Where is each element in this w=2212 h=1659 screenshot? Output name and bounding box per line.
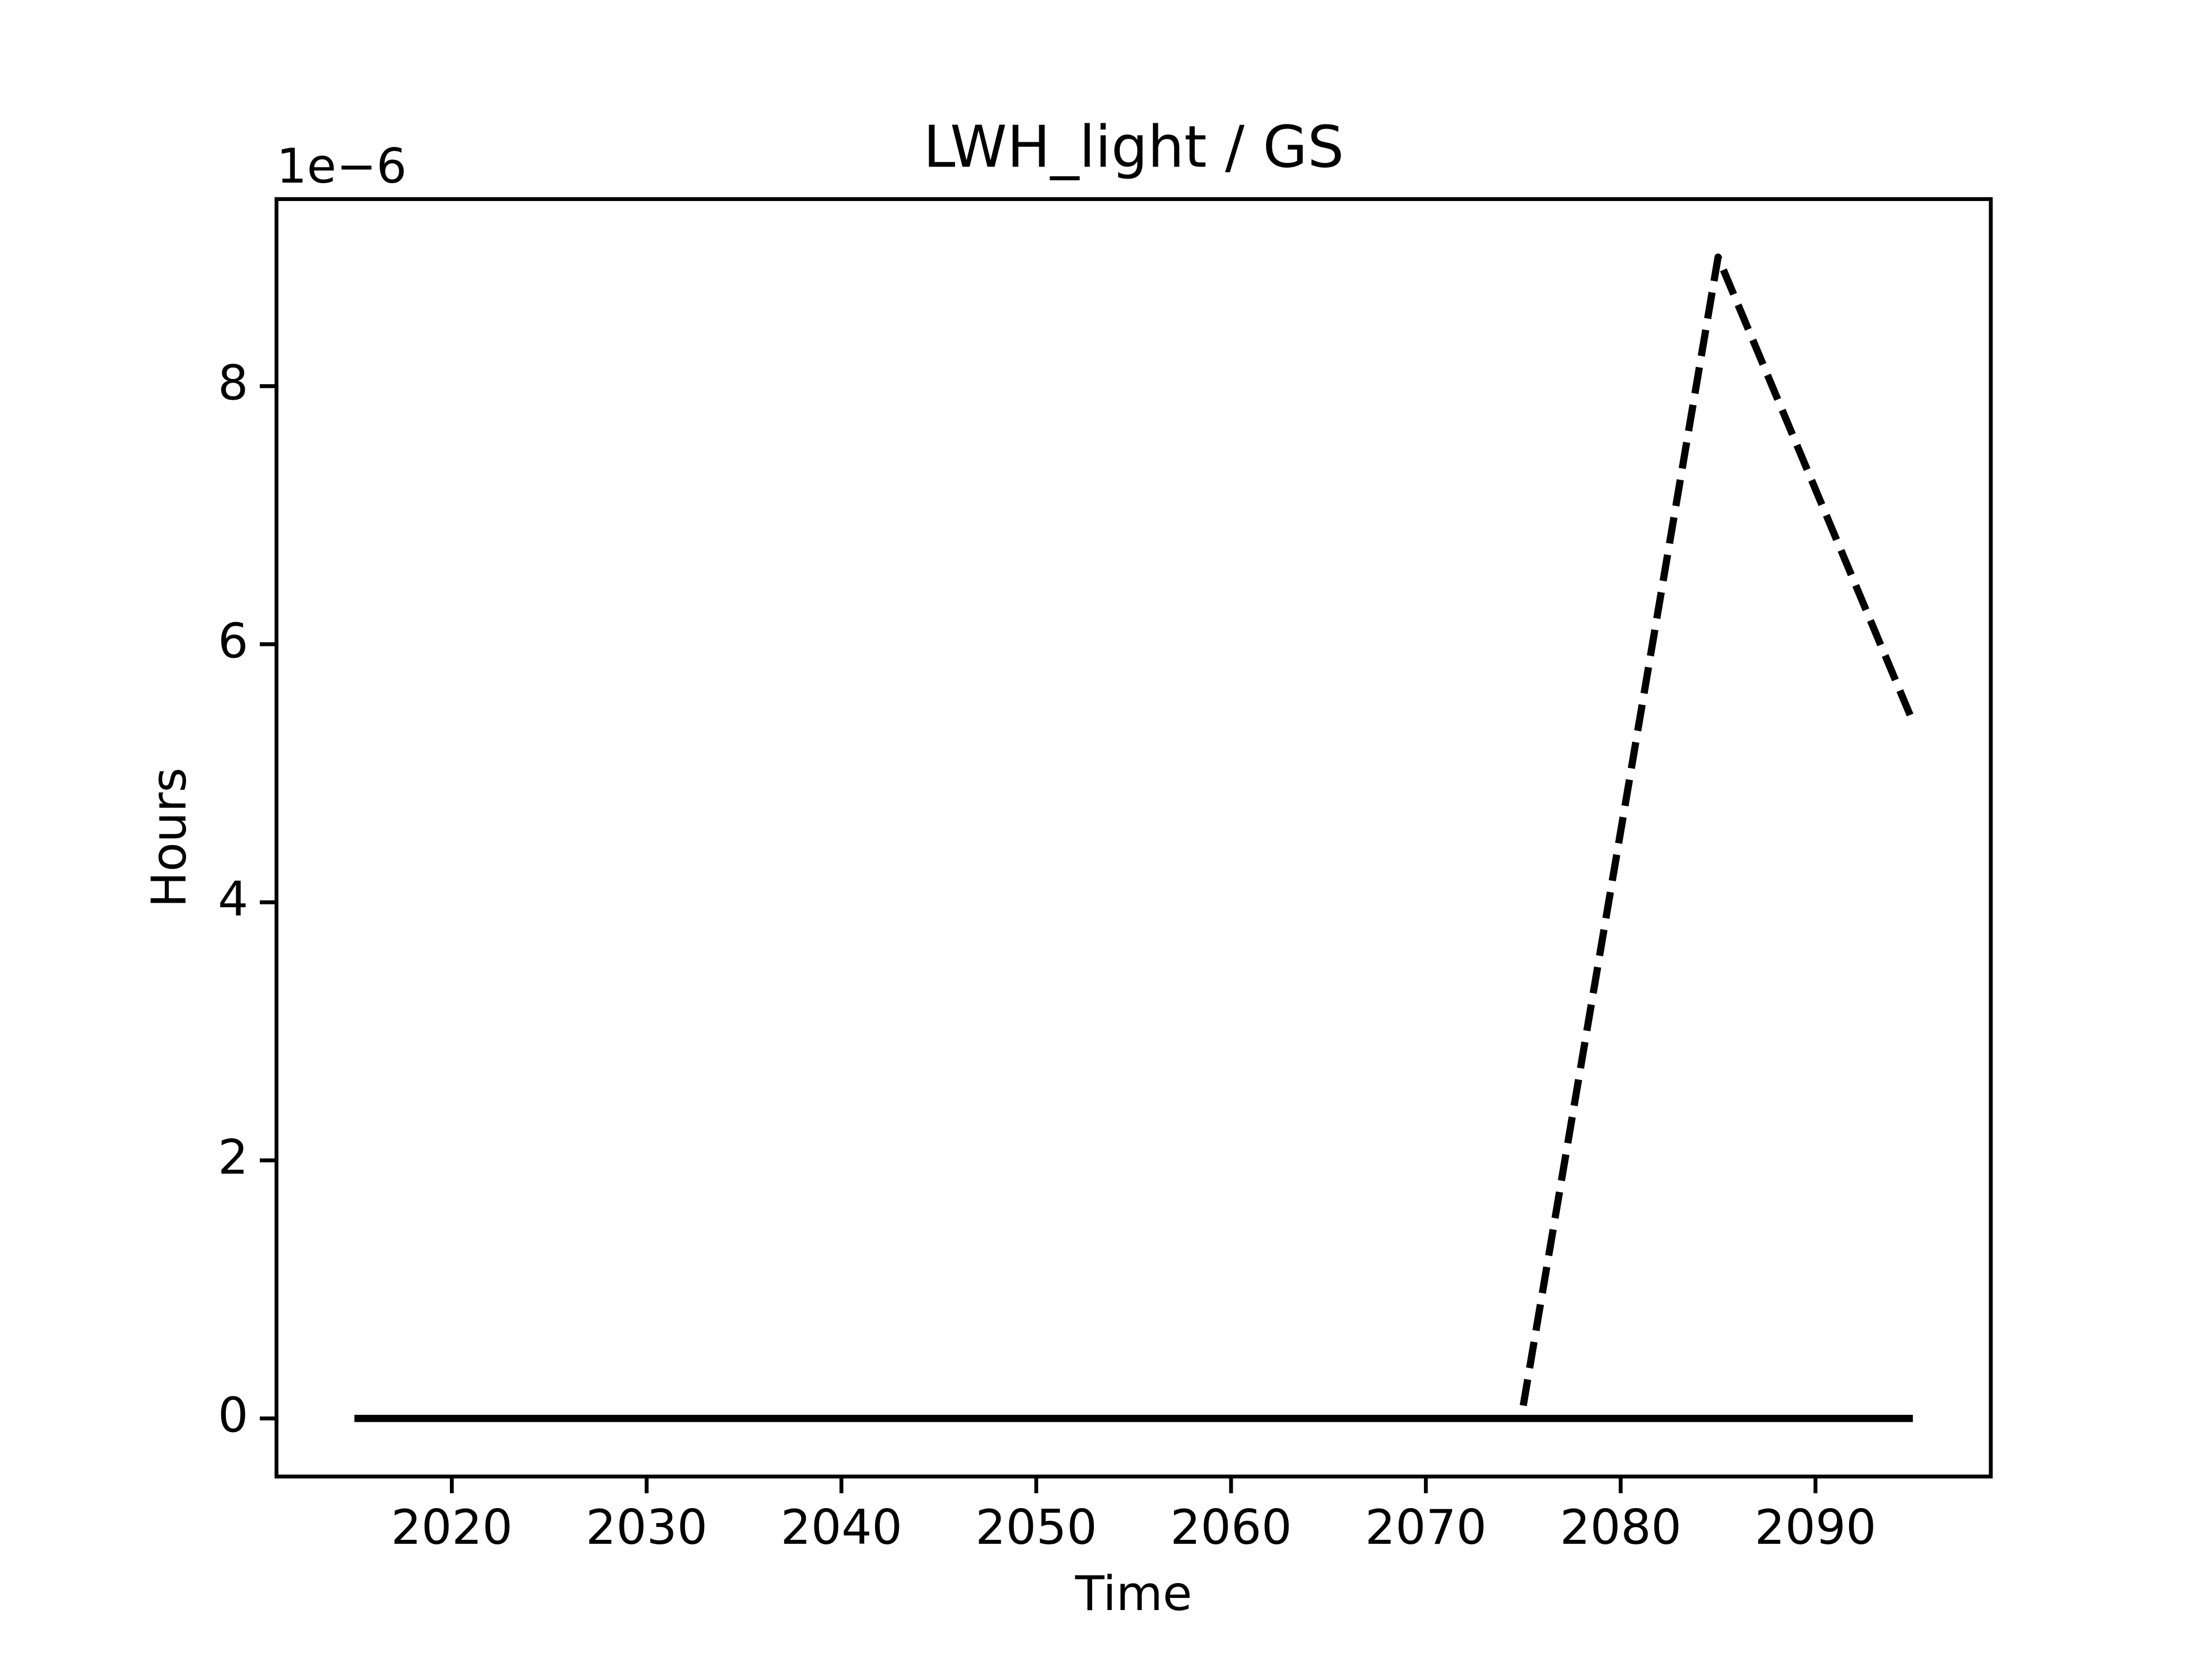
x-tick-label: 2020	[391, 1499, 513, 1555]
x-tick-label: 2060	[1170, 1499, 1291, 1555]
x-tick-label: 2090	[1755, 1499, 1876, 1555]
y-tick-label: 8	[218, 355, 248, 411]
chart-title: LWH_light / GS	[923, 113, 1344, 180]
y-tick-label: 2	[218, 1129, 248, 1185]
x-tick-label: 2030	[586, 1499, 707, 1555]
x-tick-label: 2040	[781, 1499, 902, 1555]
x-tick-label: 2050	[975, 1499, 1097, 1555]
y-tick-label: 6	[218, 613, 248, 669]
y-offset-text: 1e−6	[276, 138, 407, 194]
x-tick-label: 2080	[1560, 1499, 1681, 1555]
y-axis-label: Hours	[141, 767, 197, 907]
y-tick-label: 0	[218, 1387, 248, 1443]
x-tick-label: 2070	[1365, 1499, 1487, 1555]
x-axis-label: Time	[1074, 1566, 1192, 1622]
data-line	[1520, 253, 1916, 1407]
y-tick-label: 4	[218, 871, 248, 927]
plot-frame	[274, 197, 1993, 1479]
